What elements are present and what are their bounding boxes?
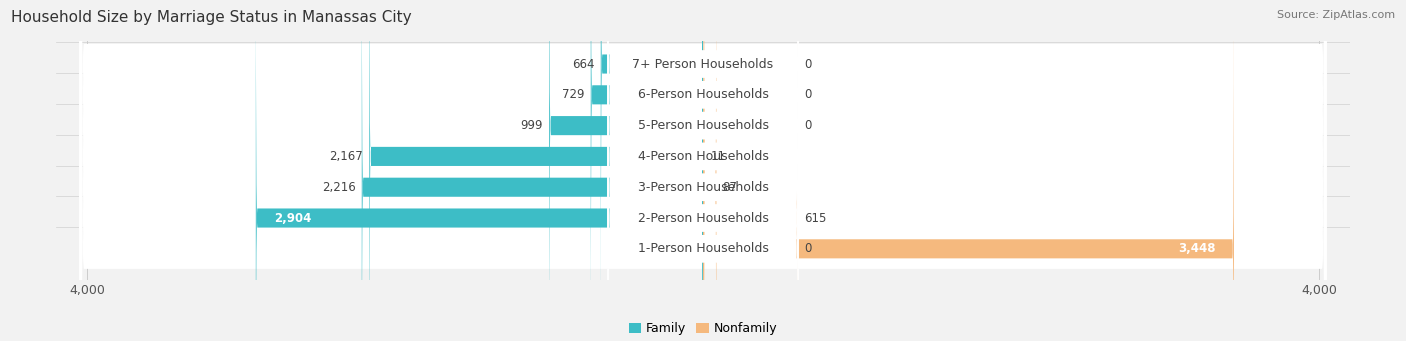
Text: 2,167: 2,167: [329, 150, 363, 163]
FancyBboxPatch shape: [79, 0, 1327, 341]
Text: 3,448: 3,448: [1178, 242, 1215, 255]
Text: 615: 615: [804, 211, 827, 224]
FancyBboxPatch shape: [79, 0, 1327, 341]
FancyBboxPatch shape: [370, 0, 703, 341]
FancyBboxPatch shape: [607, 0, 799, 341]
FancyBboxPatch shape: [79, 0, 1327, 341]
Legend: Family, Nonfamily: Family, Nonfamily: [624, 317, 782, 340]
Text: 2,904: 2,904: [274, 211, 312, 224]
Text: 729: 729: [562, 88, 585, 101]
FancyBboxPatch shape: [79, 0, 1327, 341]
Text: 87: 87: [723, 181, 737, 194]
FancyBboxPatch shape: [79, 0, 1327, 341]
FancyBboxPatch shape: [591, 0, 703, 341]
FancyBboxPatch shape: [361, 0, 703, 341]
FancyBboxPatch shape: [703, 0, 797, 341]
Text: 4-Person Households: 4-Person Households: [637, 150, 769, 163]
Text: 2,216: 2,216: [322, 181, 356, 194]
FancyBboxPatch shape: [607, 0, 799, 341]
Text: Household Size by Marriage Status in Manassas City: Household Size by Marriage Status in Man…: [11, 10, 412, 25]
FancyBboxPatch shape: [607, 0, 799, 341]
Text: 0: 0: [804, 88, 813, 101]
FancyBboxPatch shape: [550, 0, 703, 341]
Text: 7+ Person Households: 7+ Person Households: [633, 58, 773, 71]
FancyBboxPatch shape: [703, 0, 704, 341]
FancyBboxPatch shape: [703, 0, 717, 341]
FancyBboxPatch shape: [607, 0, 799, 341]
FancyBboxPatch shape: [600, 0, 703, 341]
Text: 0: 0: [804, 119, 813, 132]
Text: 664: 664: [572, 58, 595, 71]
Text: 5-Person Households: 5-Person Households: [637, 119, 769, 132]
FancyBboxPatch shape: [607, 0, 799, 341]
Text: 0: 0: [804, 242, 813, 255]
Text: 999: 999: [520, 119, 543, 132]
Text: Source: ZipAtlas.com: Source: ZipAtlas.com: [1277, 10, 1395, 20]
Text: 3-Person Households: 3-Person Households: [637, 181, 769, 194]
Text: 1-Person Households: 1-Person Households: [637, 242, 769, 255]
Text: 11: 11: [711, 150, 725, 163]
FancyBboxPatch shape: [607, 0, 799, 341]
Text: 6-Person Households: 6-Person Households: [637, 88, 769, 101]
FancyBboxPatch shape: [79, 0, 1327, 341]
Text: 2-Person Households: 2-Person Households: [637, 211, 769, 224]
FancyBboxPatch shape: [703, 0, 1234, 341]
FancyBboxPatch shape: [607, 0, 799, 341]
FancyBboxPatch shape: [256, 0, 703, 341]
Text: 0: 0: [804, 58, 813, 71]
FancyBboxPatch shape: [79, 0, 1327, 341]
